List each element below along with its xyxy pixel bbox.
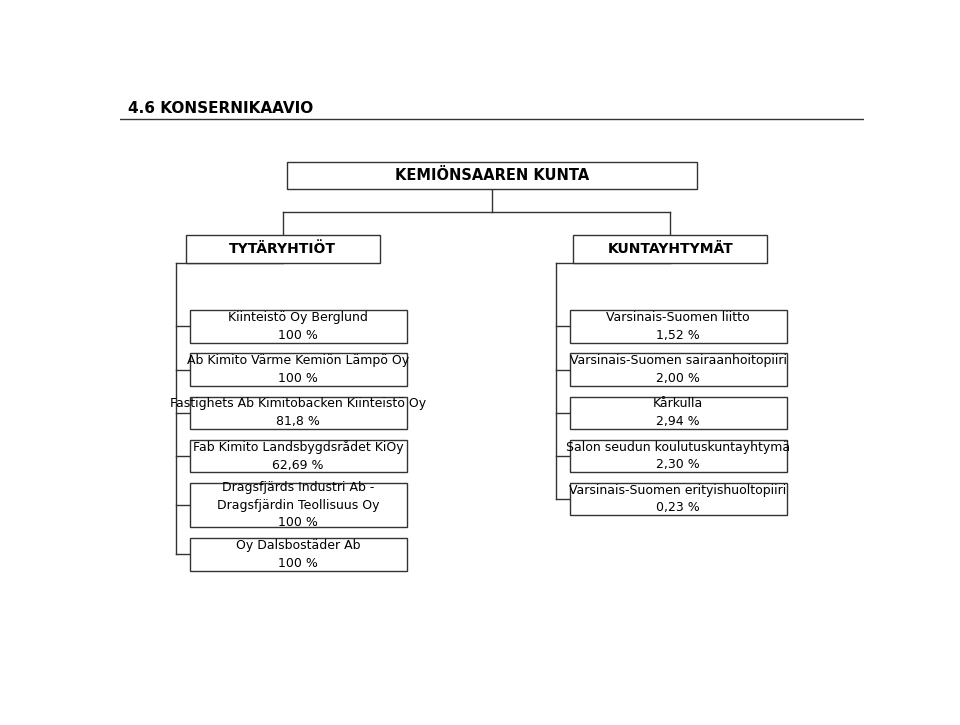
Text: Varsinais-Suomen sairaanhoitopiiri
2,00 %: Varsinais-Suomen sairaanhoitopiiri 2,00 … [569,355,786,385]
FancyBboxPatch shape [190,353,407,386]
FancyBboxPatch shape [186,235,379,262]
FancyBboxPatch shape [190,397,407,429]
Text: Oy Dalsbostäder Ab
100 %: Oy Dalsbostäder Ab 100 % [236,539,361,570]
FancyBboxPatch shape [573,235,767,262]
FancyBboxPatch shape [569,397,786,429]
Text: Kiinteistö Oy Berglund
100 %: Kiinteistö Oy Berglund 100 % [228,311,369,341]
Text: KEMIÖNSAAREN KUNTA: KEMIÖNSAAREN KUNTA [395,168,589,183]
FancyBboxPatch shape [190,538,407,571]
Text: Dragsfjärds Industri Ab -
Dragsfjärdin Teollisuus Oy
100 %: Dragsfjärds Industri Ab - Dragsfjärdin T… [217,481,379,529]
Text: 4.6 KONSERNIKAAVIO: 4.6 KONSERNIKAAVIO [128,101,313,116]
Text: Varsinais-Suomen liitto
1,52 %: Varsinais-Suomen liitto 1,52 % [606,311,750,341]
FancyBboxPatch shape [287,162,697,189]
FancyBboxPatch shape [569,310,786,343]
Text: Fastighets Ab Kimitobacken Kiinteistö Oy
81,8 %: Fastighets Ab Kimitobacken Kiinteistö Oy… [170,397,426,428]
FancyBboxPatch shape [569,353,786,386]
FancyBboxPatch shape [569,483,786,515]
Text: Ab Kimito Värme Kemiön Lämpö Oy
100 %: Ab Kimito Värme Kemiön Lämpö Oy 100 % [187,355,409,385]
FancyBboxPatch shape [190,483,407,528]
Text: Varsinais-Suomen erityishuoltopiiri
0,23 %: Varsinais-Suomen erityishuoltopiiri 0,23… [569,484,786,514]
Text: Salon seudun koulutuskuntayhtymä
2,30 %: Salon seudun koulutuskuntayhtymä 2,30 % [566,441,790,471]
FancyBboxPatch shape [190,439,407,472]
FancyBboxPatch shape [569,439,786,472]
Text: KUNTAYHTYMÄT: KUNTAYHTYMÄT [608,241,733,256]
Text: TYTÄRYHTIÖT: TYTÄRYHTIÖT [229,241,336,256]
Text: Kårkulla
2,94 %: Kårkulla 2,94 % [653,397,703,428]
FancyBboxPatch shape [190,310,407,343]
Text: Fab Kimito Landsbygdsrådet KiOy
62,69 %: Fab Kimito Landsbygdsrådet KiOy 62,69 % [193,440,403,471]
